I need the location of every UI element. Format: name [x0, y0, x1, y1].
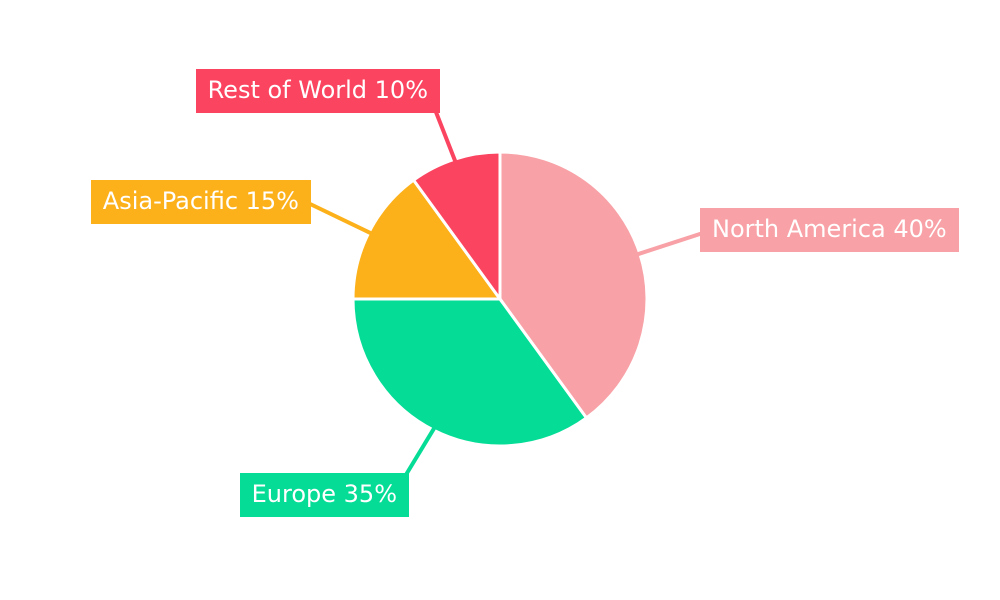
label-europe: Europe 35% — [239, 473, 409, 517]
leader-line-rest-of-world — [432, 106, 458, 162]
label-text-north-america: North America 40% — [712, 215, 947, 243]
label-text-europe: Europe 35% — [251, 480, 397, 508]
label-asia-pacific: Asia-Pacific 15% — [90, 180, 311, 224]
label-text-rest-of-world: Rest of World 10% — [207, 76, 428, 105]
label-rest-of-world: Rest of World 10% — [195, 69, 440, 113]
leader-line-north-america — [637, 230, 707, 257]
leader-line-asia-pacific — [305, 200, 372, 235]
label-text-asia-pacific: Asia-Pacific 15% — [102, 187, 299, 215]
leader-line-europe — [402, 427, 436, 480]
label-north-america: North America 40% — [700, 208, 959, 252]
